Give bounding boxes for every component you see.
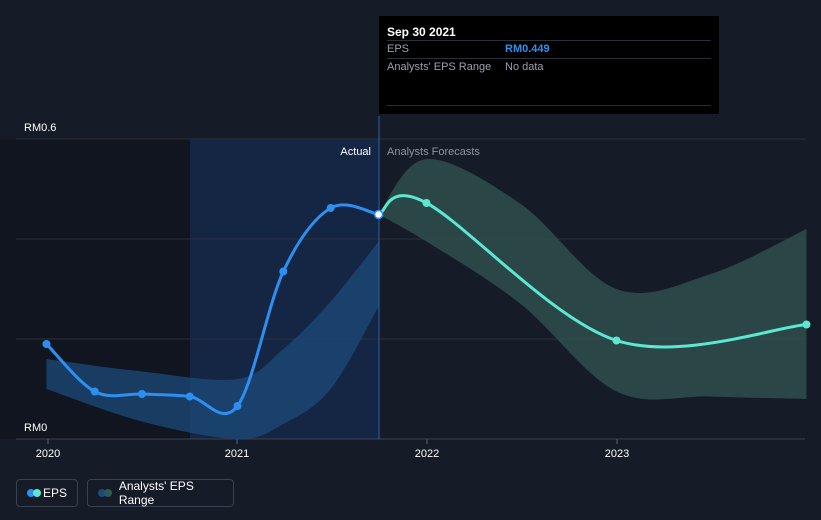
tooltip-row-range: Analysts' EPS Range No data xyxy=(387,58,711,76)
eps-point xyxy=(185,392,194,401)
eps-points xyxy=(42,199,811,410)
past-range-band xyxy=(46,241,379,440)
forecast-range-band xyxy=(378,158,807,400)
eps-point xyxy=(137,390,146,398)
tooltip-divider xyxy=(387,105,711,106)
legend-eps-label: EPS xyxy=(42,486,67,500)
legend-range-label: Analysts' EPS Range xyxy=(118,479,194,507)
tooltip-row-eps: EPS RM0.449 xyxy=(387,40,711,58)
tooltip-range-label: Analysts' EPS Range xyxy=(387,61,492,73)
eps-point xyxy=(42,340,51,348)
x-tick-label: 2023 xyxy=(605,448,629,460)
forecast-line xyxy=(377,194,807,349)
x-tick-label: 2020 xyxy=(36,448,60,460)
eps-point-current xyxy=(373,209,384,220)
x-tick-label: 2021 xyxy=(225,448,249,460)
eps-point xyxy=(90,387,99,396)
x-tick-label: 2022 xyxy=(415,448,439,460)
forecast-point xyxy=(802,320,811,329)
eps-point xyxy=(279,267,288,276)
forecast-label: Analysts Forecasts xyxy=(387,146,480,158)
eps-point xyxy=(233,402,242,410)
forecast-point xyxy=(422,199,431,207)
tooltip-eps-label: EPS xyxy=(387,43,410,55)
tooltip-eps-value: RM0.449 xyxy=(505,43,550,55)
tooltip-date: Sep 30 2021 xyxy=(387,25,456,39)
tooltip: Sep 30 2021 EPS RM0.449 Analysts' EPS Ra… xyxy=(379,16,719,114)
eps-swatch-icon xyxy=(27,489,41,497)
y-tick-label: RM0 xyxy=(24,422,47,434)
tooltip-range-value: No data xyxy=(505,61,544,73)
y-tick-label: RM0.6 xyxy=(24,122,56,134)
eps-lines xyxy=(45,194,807,415)
legend-eps[interactable]: EPS xyxy=(16,479,78,507)
axis-ticks: 2020 2021 2022 2023 RM0 RM0.6 xyxy=(24,122,629,460)
forecast-point xyxy=(612,336,621,345)
range-swatch-icon xyxy=(98,489,112,497)
actual-label: Actual xyxy=(340,146,371,158)
eps-point xyxy=(326,204,335,212)
legend-range[interactable]: Analysts' EPS Range xyxy=(87,479,234,507)
eps-line xyxy=(45,203,379,415)
eps-range-bands xyxy=(46,158,807,440)
